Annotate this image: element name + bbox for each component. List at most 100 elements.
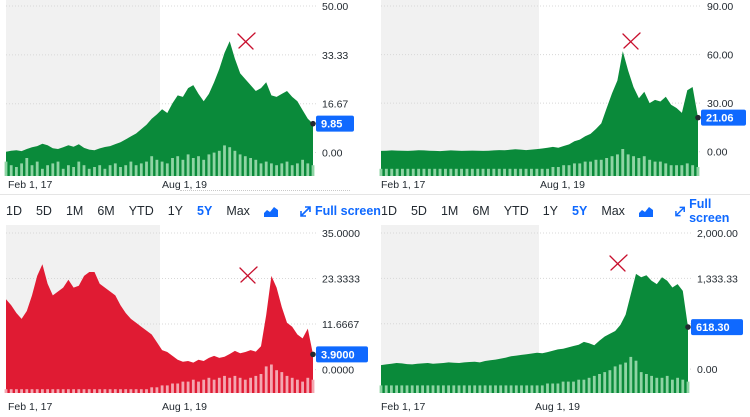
full-screen-button[interactable]: Full screen <box>675 197 750 225</box>
volume-bar <box>82 389 86 393</box>
volume-bar <box>217 377 221 393</box>
volume-bar <box>400 385 404 393</box>
y-tick-label: 0.0000 <box>322 365 354 377</box>
volume-bar <box>449 168 453 176</box>
volume-bar <box>165 163 169 176</box>
volume-bar <box>680 165 684 176</box>
volume-bar <box>499 385 503 393</box>
volume-bar <box>395 168 399 176</box>
range-button-1y[interactable]: 1Y <box>167 204 184 218</box>
volume-bar <box>578 163 582 176</box>
volume-bar <box>113 163 117 176</box>
volume-bar <box>30 389 34 393</box>
chart-type-icon[interactable] <box>638 206 653 217</box>
volume-bar <box>465 168 469 176</box>
volume-bar <box>150 387 154 393</box>
range-button-5y[interactable]: 5Y <box>197 204 213 218</box>
volume-bar <box>473 385 477 393</box>
volume-bar <box>624 362 627 393</box>
volume-bar <box>599 159 603 176</box>
range-button-max[interactable]: Max <box>601 204 625 218</box>
volume-bar <box>223 145 226 176</box>
volume-bar <box>488 385 492 393</box>
range-button-6m[interactable]: 6M <box>472 204 490 218</box>
y-tick-label: 2,000.00 <box>697 228 738 240</box>
x-tick-label: Aug 1, 19 <box>535 401 580 413</box>
volume-bar <box>25 389 29 393</box>
full-screen-label: Full screen <box>689 197 730 225</box>
range-button-1m[interactable]: 1M <box>65 204 84 218</box>
volume-bar <box>82 165 86 176</box>
volume-bar <box>562 165 566 176</box>
volume-bar <box>422 168 426 176</box>
range-button-5y[interactable]: 5Y <box>572 204 588 218</box>
volume-bar <box>524 168 528 176</box>
chart-type-icon[interactable] <box>263 206 278 217</box>
volume-bar <box>51 389 55 393</box>
volume-bar <box>119 389 122 393</box>
volume-bar <box>395 385 398 393</box>
range-button-max[interactable]: Max <box>226 204 250 218</box>
expand-icon <box>300 205 311 217</box>
red-x-annotation <box>239 266 258 284</box>
volume-bar <box>87 389 91 393</box>
volume-bar <box>311 379 315 393</box>
volume-bar <box>186 154 190 176</box>
full-screen-label: Full screen <box>314 204 381 218</box>
volume-bar <box>603 372 607 393</box>
y-tick-label: 0.00 <box>707 147 728 159</box>
volume-bar <box>452 385 456 393</box>
volume-bar <box>98 165 102 176</box>
volume-bar <box>87 168 91 176</box>
volume-bar <box>648 159 652 176</box>
expand-icon <box>675 206 685 216</box>
range-button-ytd[interactable]: YTD <box>128 204 154 218</box>
volume-bar <box>285 375 289 393</box>
volume-bar <box>621 149 625 176</box>
volume-bar <box>509 385 513 393</box>
price-chart-2: 90.00 60.00 30.00 0.00 Feb 1, 17 Aug 1, 19 21.… <box>379 0 746 191</box>
volume-bar <box>608 370 612 393</box>
volume-bar <box>454 168 458 176</box>
volume-bar <box>546 383 549 393</box>
volume-bar <box>497 168 501 176</box>
range-button-1y[interactable]: 1Y <box>542 204 559 218</box>
last-value-label: 21.06 <box>706 113 734 125</box>
range-button-6m[interactable]: 6M <box>97 204 115 218</box>
volume-bar <box>401 168 404 176</box>
volume-bar <box>561 381 565 393</box>
volume-bar <box>655 377 659 393</box>
volume-bar <box>433 168 437 176</box>
volume-bar <box>296 163 299 176</box>
volume-bar <box>572 381 575 393</box>
volume-bar <box>212 152 216 176</box>
range-button-1d[interactable]: 1D <box>6 204 22 218</box>
full-screen-button[interactable]: Full screen <box>300 204 381 218</box>
volume-bar <box>487 168 490 176</box>
volume-bar <box>438 168 442 176</box>
volume-bar <box>675 165 678 176</box>
volume-bar <box>134 165 138 176</box>
y-tick-label: 16.67 <box>322 99 348 111</box>
range-button-1d[interactable]: 1D <box>381 204 397 218</box>
volume-bar <box>416 385 419 393</box>
volume-bar <box>639 372 643 393</box>
price-area <box>6 264 313 393</box>
y-tick-label: 11.6667 <box>322 319 359 331</box>
volume-bar <box>108 389 112 393</box>
last-value-badge <box>701 109 746 126</box>
y-tick-label: 23.3333 <box>322 274 360 286</box>
volume-bar <box>567 165 571 176</box>
volume-bar <box>280 372 284 393</box>
volume-bar <box>93 389 96 393</box>
range-button-ytd[interactable]: YTD <box>503 204 529 218</box>
range-button-1m[interactable]: 1M <box>440 204 459 218</box>
range-button-5d[interactable]: 5D <box>35 204 52 218</box>
volume-bar <box>427 168 431 176</box>
volume-bar <box>686 381 690 393</box>
last-value-label: 3.9000 <box>321 349 355 361</box>
volume-bar <box>9 165 13 176</box>
range-button-5d[interactable]: 5D <box>410 204 427 218</box>
volume-bar <box>483 385 487 393</box>
volume-bar <box>610 156 614 176</box>
